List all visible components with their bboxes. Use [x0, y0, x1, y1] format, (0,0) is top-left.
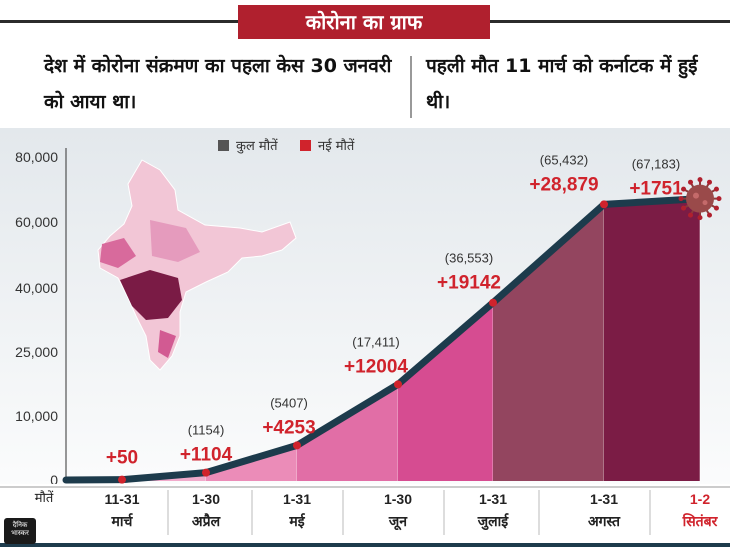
legend-swatch	[300, 140, 311, 151]
facts-divider	[410, 56, 412, 118]
virus-icon-spot	[702, 200, 708, 206]
x-tick-label: 11-31	[104, 491, 139, 507]
x-axis-strip	[0, 484, 730, 548]
fact-first-death: पहली मौत 11 मार्च को कर्नाटक में हुई थी।	[426, 55, 698, 113]
brand-logo-text: दैनिक भास्कर	[11, 521, 29, 537]
cumulative-deaths-line	[62, 195, 704, 484]
data-point	[600, 200, 608, 209]
x-tick-label: जून	[388, 514, 408, 531]
data-point	[489, 298, 497, 307]
new-deaths-label: +28,879	[529, 174, 598, 195]
data-point	[394, 380, 402, 389]
data-point	[202, 468, 210, 477]
virus-spike-tip	[697, 177, 703, 183]
virus-spike-tip	[713, 205, 719, 211]
facts-panel: देश में कोरोना संक्रमण का पहला केस 30 जन…	[0, 48, 730, 126]
virus-icon-spot	[693, 192, 699, 199]
y-tick-label: 60,000	[15, 214, 58, 230]
data-point	[118, 475, 126, 484]
x-tick-label: 1-30	[192, 491, 220, 507]
title-bar: कोरोना का ग्राफ	[0, 0, 730, 44]
cumulative-label: (1154)	[188, 423, 225, 438]
y-tick-label: 0	[50, 472, 58, 488]
brand-logo: दैनिक भास्कर	[4, 518, 36, 544]
cumulative-label: (36,553)	[445, 251, 493, 266]
x-tick-label: मार्च	[111, 513, 134, 530]
cumulative-label: (65,432)	[540, 152, 588, 167]
new-deaths-label: +4253	[262, 417, 315, 438]
y-tick-label: 25,000	[15, 344, 58, 360]
new-deaths-label: +1104	[180, 445, 233, 466]
area-segment	[604, 198, 700, 481]
x-axis-title: मौतें	[35, 490, 54, 506]
virus-spike-tip	[681, 205, 687, 211]
virus-spike-tip	[678, 196, 684, 202]
virus-spike-tip	[716, 196, 722, 202]
new-deaths-label: +50	[106, 448, 138, 469]
x-tick-label: मई	[288, 513, 305, 530]
area-segment	[398, 302, 493, 481]
cumulative-label: (67,183)	[632, 157, 680, 172]
cumulative-label: (17,411)	[352, 334, 399, 349]
x-tick-label: 1-2	[690, 491, 710, 507]
new-deaths-label: +19142	[437, 273, 501, 294]
virus-spike-tip	[707, 179, 712, 185]
y-tick-label: 10,000	[15, 408, 58, 424]
x-tick-label: 1-31	[590, 491, 618, 507]
y-tick-label: 80,000	[15, 149, 58, 165]
x-tick-label: अगस्त	[588, 514, 621, 530]
india-map-icon	[97, 159, 297, 371]
new-deaths-label: +12004	[344, 356, 408, 377]
area-segment	[493, 204, 604, 481]
virus-spike-tip	[707, 212, 712, 218]
x-tick-label: सितंबर	[682, 513, 719, 530]
page-title: कोरोना का ग्राफ	[238, 5, 490, 39]
legend-swatch	[218, 140, 229, 151]
fact-first-case: देश में कोरोना संक्रमण का पहला केस 30 जन…	[44, 55, 392, 113]
virus-spike-tip	[681, 186, 687, 192]
new-deaths-label: +1751	[629, 179, 683, 200]
y-tick-label: 40,000	[15, 280, 58, 296]
legend-label: कुल मौतें	[236, 138, 278, 154]
x-tick-label: 1-31	[479, 491, 507, 507]
cumulative-label: (5407)	[270, 395, 308, 410]
virus-spike-tip	[713, 186, 719, 192]
x-tick-label: 1-31	[283, 491, 311, 507]
virus-spike-tip	[697, 215, 703, 221]
virus-spike-tip	[688, 212, 693, 218]
data-point	[293, 441, 301, 450]
virus-icon	[686, 184, 714, 213]
x-tick-label: जुलाई	[477, 513, 510, 531]
x-tick-label: 1-30	[384, 491, 412, 507]
area-segment	[297, 384, 398, 481]
virus-spike-tip	[688, 179, 693, 185]
x-tick-label: अप्रैल	[192, 513, 221, 530]
legend-label: नई मौतें	[318, 138, 355, 154]
